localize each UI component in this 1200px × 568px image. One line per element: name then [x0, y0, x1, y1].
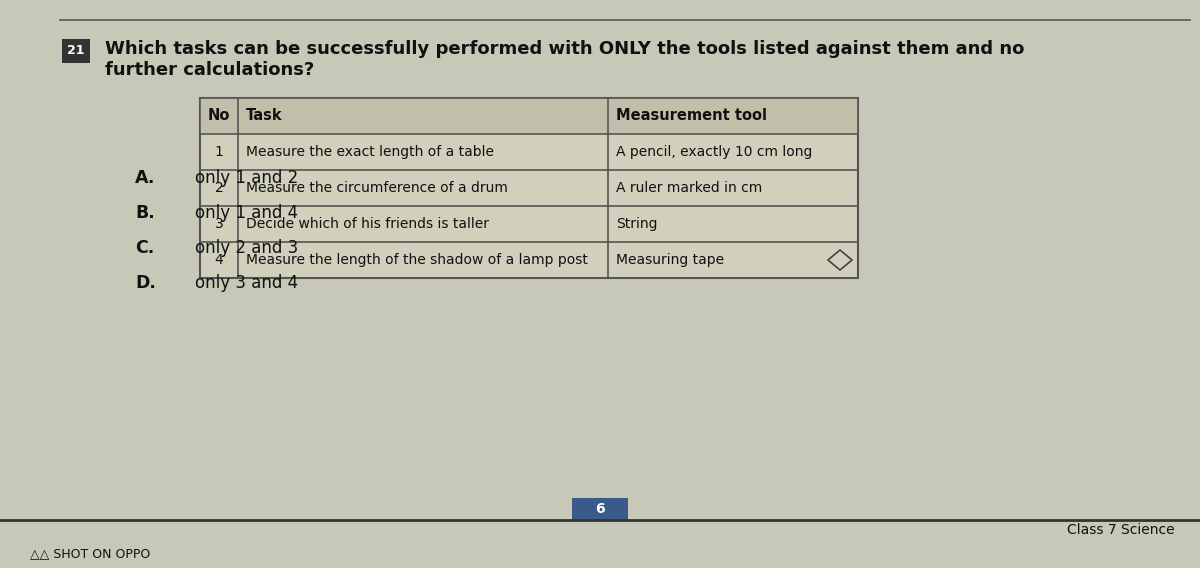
- Text: only 2 and 3: only 2 and 3: [194, 239, 299, 257]
- FancyBboxPatch shape: [200, 98, 858, 278]
- Text: Measure the circumference of a drum: Measure the circumference of a drum: [246, 181, 508, 195]
- Text: Class 7 Science: Class 7 Science: [1067, 523, 1175, 537]
- Text: only 3 and 4: only 3 and 4: [194, 274, 298, 292]
- Text: Measuring tape: Measuring tape: [616, 253, 724, 267]
- Text: 4: 4: [215, 253, 223, 267]
- Text: No: No: [208, 108, 230, 123]
- Text: further calculations?: further calculations?: [106, 61, 314, 79]
- Text: Measurement tool: Measurement tool: [616, 108, 767, 123]
- Text: D.: D.: [134, 274, 156, 292]
- Text: 21: 21: [67, 44, 85, 57]
- Text: Task: Task: [246, 108, 283, 123]
- Text: String: String: [616, 217, 658, 231]
- Text: C.: C.: [134, 239, 155, 257]
- Text: 2: 2: [215, 181, 223, 195]
- FancyBboxPatch shape: [200, 98, 858, 134]
- Text: only 1 and 2: only 1 and 2: [194, 169, 299, 187]
- Text: Decide which of his friends is taller: Decide which of his friends is taller: [246, 217, 490, 231]
- Text: B.: B.: [134, 204, 155, 222]
- Text: 6: 6: [595, 502, 605, 516]
- Text: Measure the exact length of a table: Measure the exact length of a table: [246, 145, 494, 159]
- Text: only 1 and 4: only 1 and 4: [194, 204, 298, 222]
- Text: A pencil, exactly 10 cm long: A pencil, exactly 10 cm long: [616, 145, 812, 159]
- Text: A.: A.: [134, 169, 155, 187]
- Text: A ruler marked in cm: A ruler marked in cm: [616, 181, 762, 195]
- FancyBboxPatch shape: [62, 39, 90, 63]
- Text: 1: 1: [215, 145, 223, 159]
- FancyBboxPatch shape: [572, 498, 628, 520]
- Text: Measure the length of the shadow of a lamp post: Measure the length of the shadow of a la…: [246, 253, 588, 267]
- Text: △△ SHOT ON OPPO: △△ SHOT ON OPPO: [30, 548, 150, 561]
- Text: Which tasks can be successfully performed with ONLY the tools listed against the: Which tasks can be successfully performe…: [106, 40, 1025, 58]
- Text: 3: 3: [215, 217, 223, 231]
